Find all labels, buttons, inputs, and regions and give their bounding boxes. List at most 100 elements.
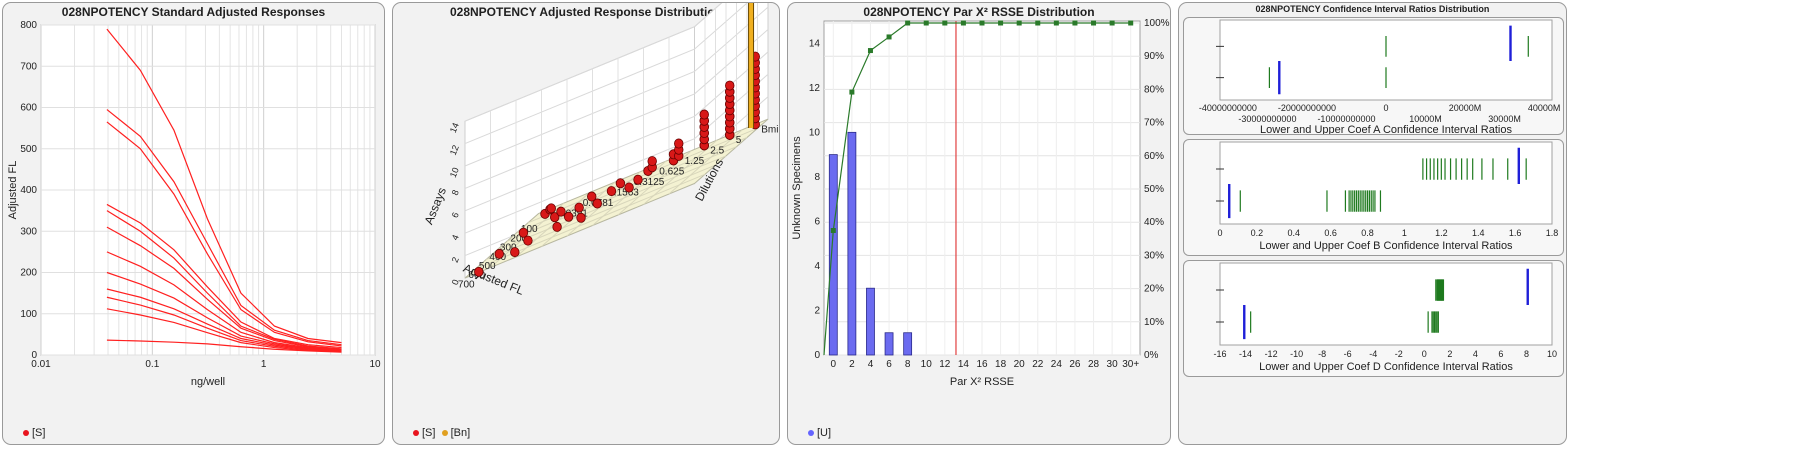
y-tick-label: 8 bbox=[814, 172, 820, 183]
coef-d-subplot: -16 -14 -12 -10 -8 -6 -4 -2 0 2 4 6 8 10 Lower and Upp… bbox=[1183, 260, 1564, 377]
x-tick-label: 1 bbox=[1402, 228, 1407, 238]
x-axis-label: Lower and Upper Coef A Confidence Interv… bbox=[1260, 124, 1512, 135]
x-tick-label: -8 bbox=[1318, 349, 1326, 359]
response-distribution-title: 028NPOTENCY Adjusted Response Distributi… bbox=[449, 5, 723, 19]
cumulative-marker bbox=[979, 20, 985, 26]
rsse-bar bbox=[903, 332, 913, 356]
response-point bbox=[576, 212, 586, 223]
y2-tick-label: 30% bbox=[1144, 250, 1164, 261]
floor-gridline bbox=[643, 139, 718, 205]
dilution-tick-label: Bmin-1 bbox=[761, 124, 780, 135]
cumulative-marker bbox=[1128, 20, 1134, 26]
response-curve bbox=[106, 121, 342, 347]
floor-gridline bbox=[506, 146, 737, 242]
x-tick-label: 30000M bbox=[1488, 114, 1521, 124]
cumulative-marker bbox=[830, 228, 836, 233]
coef-a-subplot: -40000000000 -20000000000 0 20000M 40000M -30… bbox=[1183, 17, 1564, 135]
x-tick-label: -4 bbox=[1369, 349, 1377, 359]
x-tick-label: -10000000000 bbox=[1317, 114, 1375, 124]
response-point bbox=[523, 235, 533, 246]
x-tick-label: 0 bbox=[1383, 103, 1388, 113]
fl-tick-label: 500 bbox=[479, 261, 496, 272]
y2-tick-label: 0% bbox=[1144, 350, 1159, 361]
cumulative-marker bbox=[1091, 20, 1097, 26]
y-tick-label: 6 bbox=[814, 216, 820, 227]
cumulative-marker bbox=[942, 20, 948, 26]
x-tick-label: -10 bbox=[1290, 349, 1303, 359]
x-tick-label: 0 bbox=[1422, 349, 1427, 359]
dilution-tick-label: 0.625 bbox=[659, 166, 684, 177]
response-curve bbox=[106, 251, 342, 351]
rsse-distribution-panel: 028NPOTENCY Par X² RSSE Distribution 0% 1… bbox=[787, 2, 1171, 445]
y2-tick-label: 10% bbox=[1144, 317, 1164, 328]
y2-tick-label: 40% bbox=[1144, 217, 1164, 228]
coef-b-subplot: 0 0.2 0.4 0.6 0.8 1 1.2 1.4 1.6 1.8 Lower and Uppe… bbox=[1183, 139, 1564, 256]
x-tick-label: 20000M bbox=[1449, 103, 1482, 113]
standard-responses-legend: [S] bbox=[23, 427, 45, 439]
assay-tick-label: 6 bbox=[450, 211, 461, 219]
assay-tick-label: 2 bbox=[450, 256, 461, 264]
x-tick-label: 1 bbox=[261, 359, 267, 370]
y-axis-label: Unknown Specimens bbox=[791, 136, 803, 240]
x-tick-label: 8 bbox=[1524, 349, 1529, 359]
y2-tick-label: 20% bbox=[1144, 284, 1164, 295]
response-point bbox=[624, 182, 634, 193]
legend-s-label: [S] bbox=[32, 427, 46, 439]
x-tick-label: 2 bbox=[849, 359, 855, 370]
x-tick-label: 12 bbox=[939, 359, 951, 370]
assay-tick-label: 8 bbox=[450, 188, 461, 196]
response-point bbox=[674, 138, 684, 149]
x-axis-label: Par X² RSSE bbox=[950, 376, 1014, 388]
response-point bbox=[494, 248, 504, 259]
x-tick-label: 0 bbox=[831, 359, 837, 370]
legend-s-marker bbox=[413, 430, 419, 437]
y2-tick-label: 70% bbox=[1144, 118, 1164, 129]
cumulative-marker bbox=[960, 20, 966, 26]
y-tick-label: 200 bbox=[20, 268, 37, 279]
y2-tick-label: 90% bbox=[1144, 51, 1164, 62]
cumulative-marker bbox=[886, 34, 892, 40]
response-point bbox=[633, 174, 643, 185]
subplot-area bbox=[1219, 262, 1553, 346]
y-tick-label: 700 bbox=[20, 61, 37, 72]
x-tick-label: 40000M bbox=[1528, 103, 1561, 113]
x-tick-label: -16 bbox=[1213, 349, 1226, 359]
cumulative-marker bbox=[1072, 20, 1078, 26]
coef-d-chart: -16 -14 -12 -10 -8 -6 -4 -2 0 2 4 6 8 10 Lower and Upp… bbox=[1213, 262, 1557, 373]
rsse-bar bbox=[884, 332, 894, 356]
x-tick-label: 20 bbox=[1014, 359, 1026, 370]
response-point bbox=[592, 198, 603, 209]
x-tick-label: 30+ bbox=[1122, 359, 1139, 370]
x-tick-label: 10 bbox=[921, 359, 933, 370]
y-tick-label: 600 bbox=[20, 103, 37, 114]
response-curve bbox=[106, 28, 342, 344]
response-point bbox=[587, 191, 597, 202]
coef-b-chart: 0 0.2 0.4 0.6 0.8 1 1.2 1.4 1.6 1.8 Lower and Uppe… bbox=[1216, 141, 1559, 252]
x-tick-label: -2 bbox=[1395, 349, 1403, 359]
y-tick-label: 12 bbox=[809, 83, 821, 94]
x-tick-label: -14 bbox=[1239, 349, 1252, 359]
y-tick-label: 500 bbox=[20, 144, 37, 155]
x-tick-label: -40000000000 bbox=[1199, 103, 1257, 113]
x-tick-label: 28 bbox=[1088, 359, 1100, 370]
x-tick-label: 16 bbox=[976, 359, 988, 370]
ci-ratios-panel: 028NPOTENCY Confidence Interval Ratios D… bbox=[1178, 2, 1567, 445]
y2-tick-label: 100% bbox=[1144, 18, 1170, 29]
response-point bbox=[552, 221, 562, 232]
assay-tick-label: 14 bbox=[448, 121, 461, 134]
cumulative-marker bbox=[1109, 20, 1115, 26]
x-tick-label: 14 bbox=[958, 359, 970, 370]
rsse-bar bbox=[847, 131, 857, 356]
x-tick-label: -12 bbox=[1265, 349, 1278, 359]
x-tick-label: -6 bbox=[1344, 349, 1352, 359]
y2-tick-label: 60% bbox=[1144, 151, 1164, 162]
x-tick-label: 6 bbox=[1498, 349, 1503, 359]
rsse-distribution-title: 028NPOTENCY Par X² RSSE Distribution bbox=[863, 5, 1095, 19]
x-tick-label: 1.8 bbox=[1546, 228, 1559, 238]
x-tick-label: 18 bbox=[995, 359, 1007, 370]
response-curve bbox=[106, 210, 342, 350]
subplot-area bbox=[1219, 141, 1553, 225]
response-point bbox=[549, 212, 560, 223]
dilution-tick-label: 0.0391 bbox=[557, 208, 588, 219]
dilution-tick-label: 0.3125 bbox=[634, 177, 665, 188]
